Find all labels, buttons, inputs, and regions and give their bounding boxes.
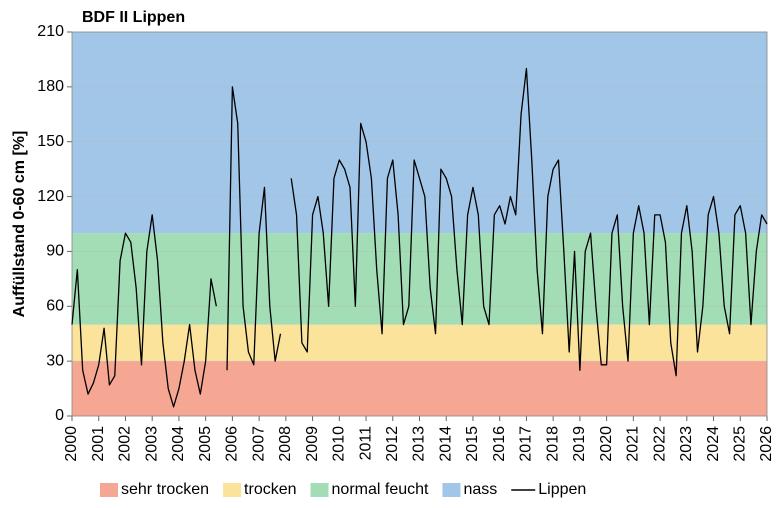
y-tick-label: 210: [37, 23, 64, 40]
x-tick-label: 2016: [491, 426, 508, 462]
x-tick-label: 2006: [224, 426, 241, 462]
x-tick-label: 2022: [651, 426, 668, 462]
x-tick-label: 2012: [384, 426, 401, 462]
x-tick-label: 2000: [63, 426, 80, 462]
data-line: [71, 214, 217, 408]
band: [72, 324, 767, 362]
x-tick-label: 2020: [598, 426, 615, 462]
x-tick-label: 2001: [90, 426, 107, 462]
legend-label: sehr trocken: [121, 481, 209, 498]
x-tick-label: 2008: [277, 426, 294, 462]
x-tick-label: 2018: [544, 426, 561, 462]
y-axis-label: Auffüllstand 0-60 cm [%]: [11, 131, 28, 318]
x-tick-label: 2010: [331, 426, 348, 462]
legend-label: trocken: [244, 481, 296, 498]
band: [72, 361, 767, 416]
x-tick-label: 2025: [731, 426, 748, 462]
legend-label: normal feucht: [332, 481, 429, 498]
x-tick-label: 2026: [758, 426, 775, 462]
y-tick-label: 90: [46, 243, 64, 260]
chart-title: BDF II Lippen: [82, 9, 185, 26]
x-tick-label: 2015: [464, 426, 481, 462]
band: [72, 233, 767, 325]
x-tick-label: 2024: [705, 426, 722, 462]
data-line: [290, 67, 768, 377]
y-tick-label: 30: [46, 352, 64, 369]
legend-label: Lippen: [538, 481, 586, 498]
x-tick-label: 2013: [411, 426, 428, 462]
x-tick-label: 2003: [143, 426, 160, 462]
x-tick-label: 2005: [197, 426, 214, 462]
y-tick-label: 120: [37, 188, 64, 205]
legend-swatch: [223, 483, 242, 497]
y-tick-label: 0: [55, 407, 64, 424]
legend-swatch: [442, 483, 461, 497]
legend-swatch: [100, 483, 118, 497]
y-tick-label: 60: [46, 298, 64, 315]
x-tick-label: 2007: [250, 426, 267, 462]
x-tick-label: 2011: [357, 426, 374, 461]
x-tick-label: 2021: [625, 426, 642, 462]
x-tick-label: 2004: [170, 426, 187, 462]
legend-swatch: [310, 483, 329, 497]
x-tick-label: 2009: [304, 426, 321, 462]
x-tick-label: 2019: [571, 426, 588, 462]
x-tick-label: 2017: [518, 426, 535, 462]
data-line: [226, 86, 282, 371]
x-tick-label: 2002: [117, 426, 134, 462]
legend-label: nass: [463, 481, 497, 498]
y-tick-label: 180: [37, 78, 64, 95]
x-tick-label: 2014: [437, 426, 454, 462]
y-tick-label: 150: [37, 133, 64, 150]
band: [72, 32, 767, 234]
x-tick-label: 2023: [678, 426, 695, 462]
